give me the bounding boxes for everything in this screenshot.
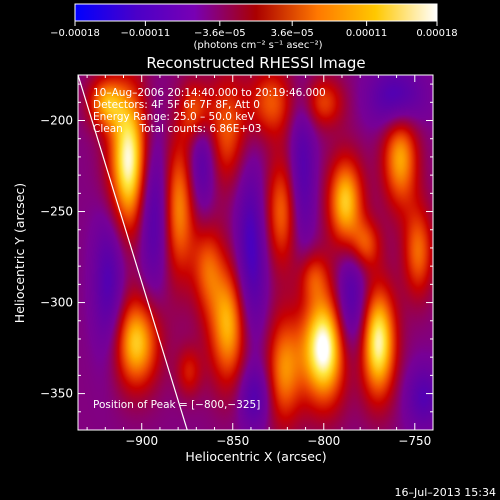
x-tick-label: −900 <box>125 434 158 448</box>
solar-limb-line <box>78 75 188 430</box>
colorbar-ticks: −0.00018 −0.00011 −3.6e−05 3.6e−05 0.00011 0.… <box>50 21 458 39</box>
x-tick-label: −750 <box>398 434 431 448</box>
colorbar-tick-label: −3.6e−05 <box>194 28 246 39</box>
y-tick-label: −350 <box>40 387 73 401</box>
annotation-detectors: Detectors: 4F 5F 6F 7F 8F, Att 0 <box>93 99 260 111</box>
y-tick-label: −250 <box>40 205 73 219</box>
plot-frame <box>77 74 434 431</box>
colorbar-tick-label: 3.6e−05 <box>271 28 314 39</box>
y-tick-label: −300 <box>40 296 73 310</box>
x-axis-label: Heliocentric X (arcsec) <box>185 449 326 464</box>
x-tick-label: −850 <box>216 434 249 448</box>
annotation-clean-counts: Clean Total counts: 6.86E+03 <box>93 123 262 135</box>
colorbar <box>74 3 438 22</box>
chart-title: Reconstructed RHESSI Image <box>146 54 365 72</box>
colorbar-tick-label: 0.00011 <box>346 28 387 39</box>
colorbar-unit-label: (photons cm⁻² s⁻¹ asec⁻²) <box>193 40 322 51</box>
annotation-energy-range: Energy Range: 25.0 – 50.0 keV <box>93 111 255 123</box>
colorbar-tick-label: −0.00011 <box>121 28 171 39</box>
y-tick-label: −200 <box>40 114 73 128</box>
annotation-time-range: 10–Aug–2006 20:14:40.000 to 20:19:46.000 <box>93 87 326 99</box>
footer-timestamp: 16–Jul–2013 15:34 <box>395 486 496 499</box>
axis-ticks: −900 −850 −800 −750 −200 −250 −300 −350 <box>40 75 434 448</box>
peak-position-label: Position of Peak = [−800,−325] <box>93 399 260 411</box>
x-tick-label: −800 <box>307 434 340 448</box>
heatmap-image <box>78 75 433 430</box>
y-axis-label: Heliocentric Y (arcsec) <box>12 183 27 323</box>
colorbar-tick-label: −0.00018 <box>50 28 100 39</box>
colorbar-tick-label: 0.00018 <box>416 28 457 39</box>
